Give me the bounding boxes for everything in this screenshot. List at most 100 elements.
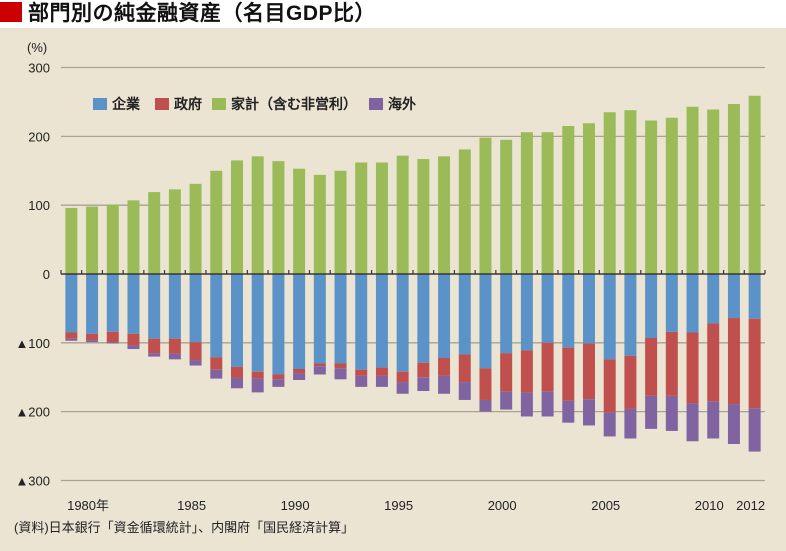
chart-title: 部門別の純金融資産（名目GDP比） [28,2,377,25]
bar-overseas-1994 [375,375,388,387]
bar-government-1991 [313,363,326,367]
bar-overseas-2006 [624,408,637,439]
bar-corporate-2011 [727,274,740,319]
bar-government-1980 [86,333,99,341]
x-tick-label: 1990 [281,498,310,513]
bar-corporate-1991 [313,274,326,364]
bar-corporate-1987 [231,274,243,367]
bar-overseas-1996 [417,377,430,392]
bar-overseas-2005 [603,412,616,437]
bar-overseas-1991 [313,366,326,375]
bar-household-1984 [168,189,181,274]
bar-overseas-1982 [127,345,140,350]
bar-household-1989 [272,161,285,274]
legend-item-overseas: 海外 [369,96,416,112]
bar-overseas-1995 [396,382,409,394]
bar-government-2003 [562,347,575,401]
y-tick-label: 200 [28,129,50,144]
bar-corporate-1985 [189,274,202,343]
bar-overseas-1997 [438,375,451,394]
bar-government-2006 [624,355,637,409]
x-tick-label: 1995 [384,498,413,513]
bar-overseas-1993 [355,375,368,387]
bar-government-1989 [272,374,285,380]
legend-label-corporate: 企業 [112,96,140,112]
legend-swatch-household [212,98,226,110]
bar-corporate-1981 [106,274,119,332]
bar-corporate-2000 [500,274,513,354]
bar-government-1983 [148,338,161,354]
bar-government-2007 [645,338,658,396]
bar-household-1986 [210,170,223,274]
bar-government-1990 [293,368,306,374]
legend-label-overseas: 海外 [388,96,416,112]
bar-government-1982 [127,333,140,346]
bars [65,95,761,452]
bar-overseas-2004 [583,399,595,426]
bar-overseas-1998 [458,382,471,400]
bar-overseas-2000 [500,391,513,410]
bar-corporate-2007 [645,274,658,339]
bar-government-1994 [375,367,388,376]
bar-government-1986 [210,357,223,370]
bar-government-1988 [251,371,264,379]
bar-overseas-1980 [86,340,99,343]
bar-overseas-1999 [479,399,492,412]
legend-item-corporate: 企業 [93,96,140,112]
bar-household-1995 [396,155,409,274]
bar-corporate-2003 [562,274,575,348]
bar-corporate-1994 [375,274,388,368]
bar-overseas-2010 [707,401,720,439]
bar-government-1985 [189,342,202,361]
bar-overseas-1987 [231,377,243,389]
y-tick-label: ▲200 [15,405,50,420]
bar-corporate-1996 [417,274,430,363]
bar-government-2011 [727,318,740,405]
bar-government-2008 [665,331,678,396]
bar-overseas-1983 [148,353,161,357]
bar-household-2011 [727,103,740,274]
bar-government-1981 [106,331,119,343]
bar-corporate-1984 [168,274,181,339]
bar-household-2012 [748,95,761,274]
bar-government-1984 [168,338,181,354]
x-tick-label: 1985 [177,498,206,513]
bar-overseas-2007 [645,395,658,429]
bar-corporate-2008 [665,274,678,332]
legend-label-government: 政府 [174,96,202,112]
y-tick-label: ▲300 [15,473,50,488]
bar-corporate-1983 [148,274,161,339]
legend-swatch-overseas [369,98,383,110]
x-tick-label: 2000 [488,498,517,513]
bar-government-2000 [500,353,513,392]
bar-overseas-1979 [65,338,78,341]
bar-corporate-2002 [541,274,554,343]
bar-household-1996 [417,159,430,274]
bar-overseas-1989 [272,379,285,387]
bar-household-2001 [520,132,533,274]
bar-overseas-2003 [562,400,575,423]
bar-overseas-1992 [334,368,347,380]
bar-household-2009 [686,106,699,274]
bar-household-1980 [86,206,99,274]
bar-household-1997 [438,156,451,274]
source-note: (資料)日本銀行「資金循環統計」、内閣府「国民経済計算」 [14,520,355,535]
bar-household-2005 [603,112,616,274]
title-bar: 部門別の純金融資産（名目GDP比） [0,0,786,28]
bar-corporate-2012 [748,274,761,319]
legend-swatch-corporate [93,98,107,110]
bar-household-1981 [106,204,119,274]
bar-corporate-1998 [458,274,471,355]
bar-household-2010 [707,109,720,274]
bar-government-2001 [520,350,533,393]
bar-household-2000 [500,139,513,274]
axes: 300 200 100 0 ▲100 ▲200 ▲300 1980年 1985 1990 1995 2… [15,61,766,513]
bar-overseas-2011 [727,404,740,445]
bar-corporate-1988 [251,274,264,372]
bar-overseas-2009 [686,403,699,442]
bar-government-1979 [65,332,78,339]
x-tick-label: 2005 [591,498,620,513]
bar-corporate-1990 [293,274,306,369]
